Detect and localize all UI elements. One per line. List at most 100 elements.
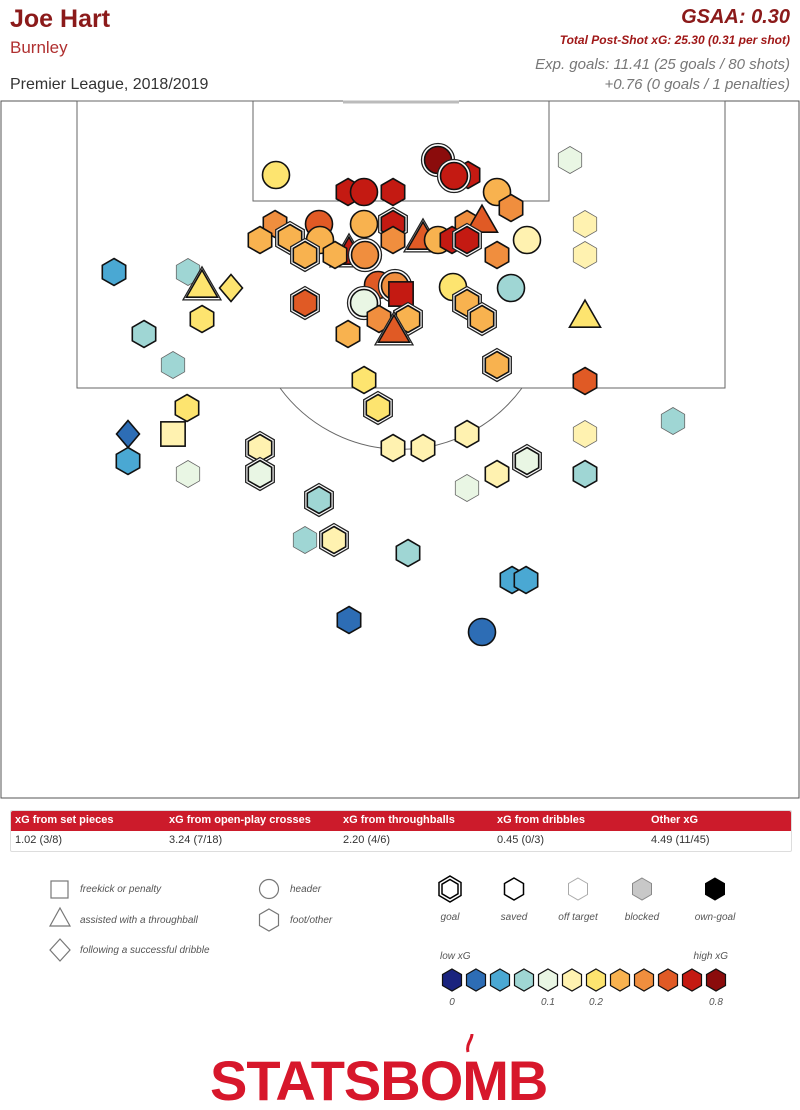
scale-low-label: low xG: [440, 951, 471, 962]
scale-swatch-8: [633, 968, 655, 992]
legend-label-diamond: following a successful dribble: [80, 945, 210, 956]
shot-hexagon-78: [513, 565, 539, 595]
shot-hexagon-22: [380, 225, 406, 255]
shot-hexagon-31: [484, 240, 510, 270]
shot-hexagon-28: [572, 241, 598, 269]
value-dribbles: 0.45 (0/3): [497, 834, 545, 846]
outcome-legend: [438, 875, 725, 903]
shot-circle-80: [467, 617, 497, 647]
shot-hexagon-7: [380, 177, 406, 207]
shot-hexagon-56: [174, 393, 200, 423]
penalties-line: +0.76 (0 goals / 1 penalties): [604, 76, 790, 93]
hexagon-icon: [258, 908, 280, 932]
expected-goals-summary: Exp. goals: 11.41 (25 goals / 80 shots) …: [535, 55, 790, 95]
shot-hexagon-29: [292, 240, 318, 270]
shot-hexagon-52: [160, 351, 186, 379]
shot-hexagon-76: [395, 538, 421, 568]
shot-hexagon-9: [498, 193, 524, 223]
xg-breakdown-header: xG from set pieces xG from open-play cro…: [11, 811, 791, 831]
diamond-icon: [49, 938, 71, 962]
legend: freekick or penalty assisted with a thro…: [48, 875, 736, 1008]
shot-hexagon-69: [175, 460, 201, 488]
team-name: Burnley: [10, 38, 68, 57]
scale-swatch-2: [489, 968, 511, 992]
scale-swatch-4: [537, 968, 559, 992]
player-name: Joe Hart: [10, 5, 111, 33]
shot-hexagon-71: [572, 459, 598, 489]
scale-tick-0: 0: [449, 997, 455, 1008]
shot-hexagon-32: [101, 257, 127, 287]
shot-hexagon-26: [454, 225, 480, 255]
shot-hexagon-30: [322, 240, 348, 270]
scale-tick-1: 0.1: [541, 997, 555, 1008]
shot-circle-12: [349, 209, 379, 239]
shot-hexagon-75: [321, 525, 347, 555]
value-crosses: 3.24 (7/18): [169, 834, 223, 846]
post-shot-xg: Total Post-Shot xG: 25.30 (0.31 per shot…: [559, 33, 790, 47]
shot-hexagon-53: [484, 350, 510, 380]
legend-label-own-goal: own-goal: [695, 912, 736, 923]
header-crosses: xG from open-play crosses: [169, 814, 311, 826]
shot-circle-27: [512, 225, 542, 255]
shot-diamond-59: [115, 419, 141, 449]
scale-swatch-0: [441, 968, 463, 992]
shot-hexagon-54: [351, 365, 377, 395]
shot-triangle-44: [568, 298, 602, 328]
shot-square-38: [388, 281, 414, 307]
legend-label-circle: header: [290, 884, 322, 895]
shot-hexagon-17: [247, 225, 273, 255]
shot-hexagon-58: [660, 407, 686, 435]
shot-hexagon-74: [292, 526, 318, 554]
shot-circle-6: [349, 177, 379, 207]
bomb-fuse-icon: [466, 1033, 474, 1053]
scale-tick-3: 0.8: [709, 997, 723, 1008]
scale-tick-2: 0.2: [589, 997, 603, 1008]
shot-map: [0, 100, 800, 799]
blocked-hexagon-icon: [632, 877, 652, 901]
xg-breakdown-table: xG from set pieces xG from open-play cro…: [10, 810, 792, 852]
off-target-hexagon-icon: [568, 877, 588, 901]
gsaa-value: GSAA: 0.30: [681, 6, 790, 28]
shot-hexagon-16: [572, 210, 598, 238]
scale-swatch-11: [705, 968, 727, 992]
value-throughballs: 2.20 (4/6): [343, 834, 391, 846]
shot-hexagon-49: [131, 319, 157, 349]
shot-hexagon-4: [557, 146, 583, 174]
shot-hexagon-66: [115, 446, 141, 476]
logo-text: STATSBOMB: [210, 1049, 547, 1102]
circle-icon: [258, 878, 280, 900]
legend-label-blocked: blocked: [625, 912, 660, 923]
shape-legend: [48, 878, 280, 962]
shot-hexagon-46: [366, 304, 392, 334]
xg-color-scale: [441, 968, 727, 992]
shot-hexagon-65: [410, 433, 436, 463]
shot-hexagon-57: [365, 393, 391, 423]
shot-hexagon-33: [175, 258, 201, 286]
header-throughballs: xG from throughballs: [343, 814, 455, 826]
shot-triangle-15: [465, 203, 499, 233]
legend-label-triangle: assisted with a throughball: [80, 915, 199, 926]
square-icon: [50, 880, 69, 899]
goal-hexagon-icon: [441, 878, 459, 900]
value-other: 4.49 (11/45): [651, 834, 710, 846]
shot-triangle-51: [377, 313, 411, 343]
scale-swatch-6: [585, 968, 607, 992]
shots-layer: [101, 142, 686, 647]
shot-hexagon-67: [247, 459, 273, 489]
scale-swatch-7: [609, 968, 631, 992]
scale-swatch-1: [465, 968, 487, 992]
header-dribbles: xG from dribbles: [497, 814, 586, 826]
shot-hexagon-55: [572, 366, 598, 396]
header-other: Other xG: [651, 814, 699, 826]
scale-swatch-3: [513, 968, 535, 992]
legend-label-off-target: off target: [558, 912, 599, 923]
legend-label-square: freekick or penalty: [80, 884, 162, 895]
shot-circle-3: [439, 161, 469, 191]
shot-hexagon-64: [380, 433, 406, 463]
shot-circle-40: [496, 273, 526, 303]
scale-swatch-5: [561, 968, 583, 992]
shot-hexagon-73: [306, 485, 332, 515]
legend-label-goal: goal: [441, 912, 461, 923]
shot-hexagon-68: [514, 446, 540, 476]
shot-hexagon-79: [336, 605, 362, 635]
